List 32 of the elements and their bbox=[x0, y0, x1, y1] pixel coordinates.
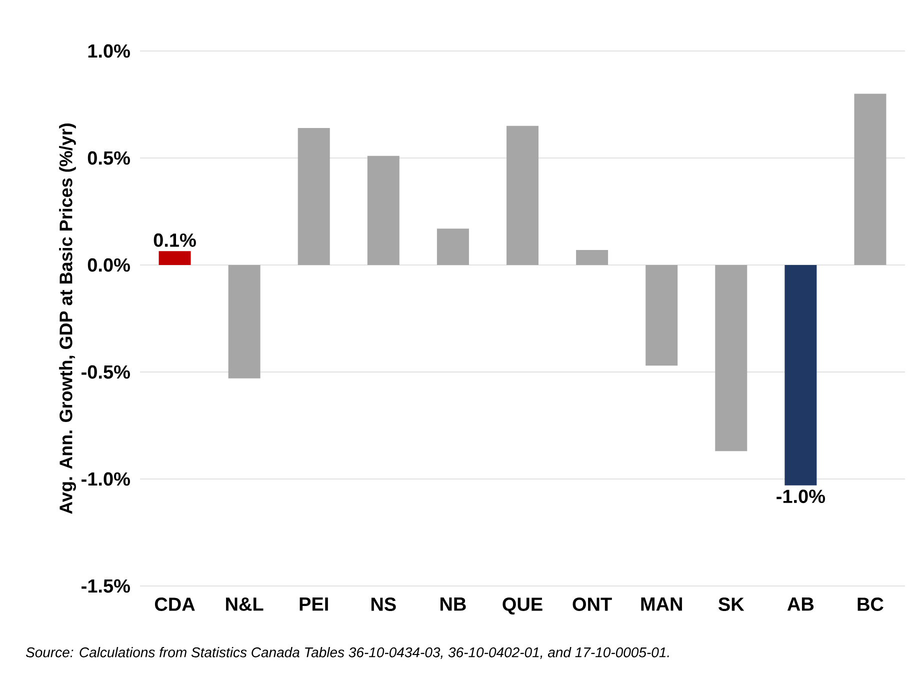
bar bbox=[506, 126, 539, 265]
bar bbox=[158, 251, 191, 265]
x-tick-label: ONT bbox=[572, 598, 612, 611]
x-tick-label: AB bbox=[787, 598, 814, 611]
x-tick-label: N&L bbox=[226, 598, 264, 611]
x-tick-label: NB bbox=[440, 598, 466, 611]
x-tick-label: MAN bbox=[641, 598, 682, 611]
y-axis-title: Avg. Ann. Growth, GDP at Basic Prices (%/yr) bbox=[59, 124, 76, 514]
source-note: Source: Calculations from Statistics Canada Tables 36-10-0434-03, 36-10-0402-01, and 17-10-0005-01. bbox=[26, 647, 669, 659]
y-tick-label: -1.0% bbox=[82, 472, 130, 486]
x-tick-label: SK bbox=[718, 598, 744, 611]
bar bbox=[298, 128, 330, 265]
data-label: -1.0% bbox=[776, 490, 825, 504]
bar bbox=[715, 264, 748, 452]
data-label: 0.1% bbox=[154, 233, 196, 247]
x-tick-label: PEI bbox=[300, 598, 328, 611]
bar bbox=[436, 228, 469, 265]
x-tick-label: CDA bbox=[154, 598, 195, 611]
bar bbox=[784, 264, 817, 486]
bar bbox=[646, 264, 678, 366]
bar bbox=[576, 250, 608, 265]
bar bbox=[367, 156, 400, 265]
bar bbox=[228, 264, 260, 378]
y-tick-label: -1.5% bbox=[82, 579, 130, 593]
y-tick-label: 0.5% bbox=[88, 151, 130, 165]
x-tick-label: NS bbox=[371, 598, 396, 611]
x-tick-label: BC bbox=[858, 598, 884, 611]
y-tick-label: 0.0% bbox=[88, 258, 130, 272]
bar bbox=[854, 94, 886, 265]
y-tick-label: -0.5% bbox=[82, 365, 130, 379]
y-tick-label: 1.0% bbox=[88, 44, 130, 58]
x-tick-label: QUE bbox=[502, 598, 542, 615]
